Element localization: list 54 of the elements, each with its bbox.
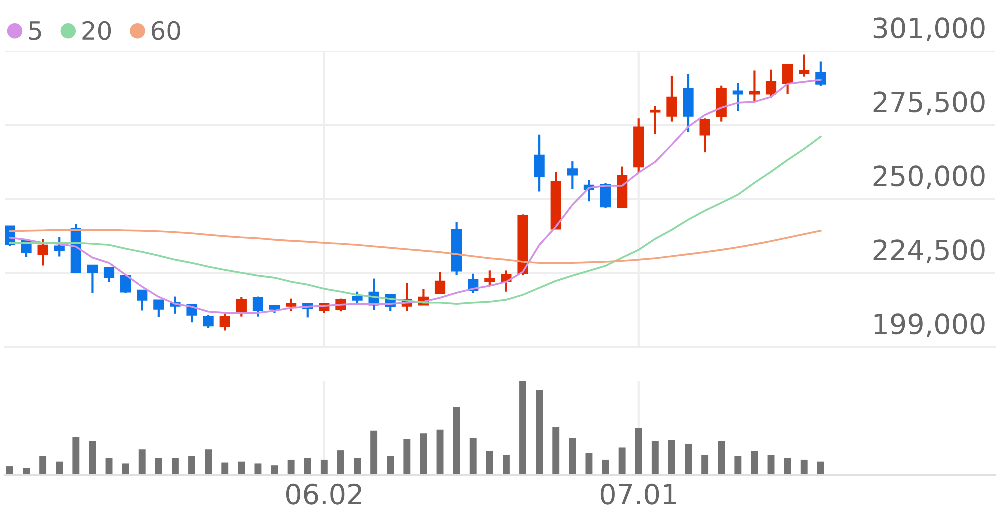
bar	[817, 462, 824, 475]
bar	[254, 464, 262, 475]
bar	[404, 439, 411, 475]
y-tick-label: 199,000	[874, 314, 985, 338]
bar	[188, 456, 196, 475]
bar	[155, 458, 162, 475]
bar	[702, 455, 709, 475]
bar	[72, 437, 80, 475]
bar	[320, 460, 328, 475]
y-tick-label: 275,500	[874, 92, 985, 116]
bar	[652, 441, 659, 475]
bar	[238, 462, 246, 475]
y-tick-label: 250,000	[874, 166, 985, 190]
bar	[89, 441, 96, 475]
bar	[222, 462, 229, 475]
bar	[618, 448, 626, 475]
bar	[718, 441, 726, 475]
x-tick-label: 06.02	[286, 484, 362, 505]
bar	[784, 458, 792, 475]
bar	[502, 455, 510, 475]
bar	[520, 381, 526, 475]
y-tick-label: 301,000	[874, 18, 985, 42]
bar	[536, 390, 544, 475]
bar	[387, 456, 394, 475]
bar	[304, 458, 312, 475]
bar	[486, 452, 494, 475]
y-tick-label: 224,500	[874, 240, 985, 264]
bar	[288, 460, 295, 475]
bar	[138, 450, 146, 475]
bar	[586, 453, 593, 475]
bar	[370, 430, 378, 475]
bar	[205, 450, 212, 475]
bar	[668, 440, 676, 475]
bar	[751, 452, 758, 475]
bar	[122, 464, 130, 475]
bar	[420, 434, 428, 475]
bar	[552, 427, 560, 475]
legend-label: 60	[152, 21, 180, 40]
x-tick-label: 07.01	[600, 484, 676, 505]
bar	[800, 460, 808, 475]
bar	[337, 450, 344, 475]
bar	[172, 458, 179, 475]
legend-label: 5	[29, 22, 42, 40]
bar	[569, 438, 576, 475]
bar	[734, 456, 742, 475]
bar	[470, 438, 477, 475]
bar	[635, 428, 642, 475]
bar	[56, 462, 64, 475]
bar	[453, 407, 460, 475]
bar	[685, 444, 692, 475]
bar	[40, 456, 47, 475]
legend-label: 20	[82, 21, 112, 40]
bar	[354, 458, 361, 475]
bar	[436, 430, 444, 475]
